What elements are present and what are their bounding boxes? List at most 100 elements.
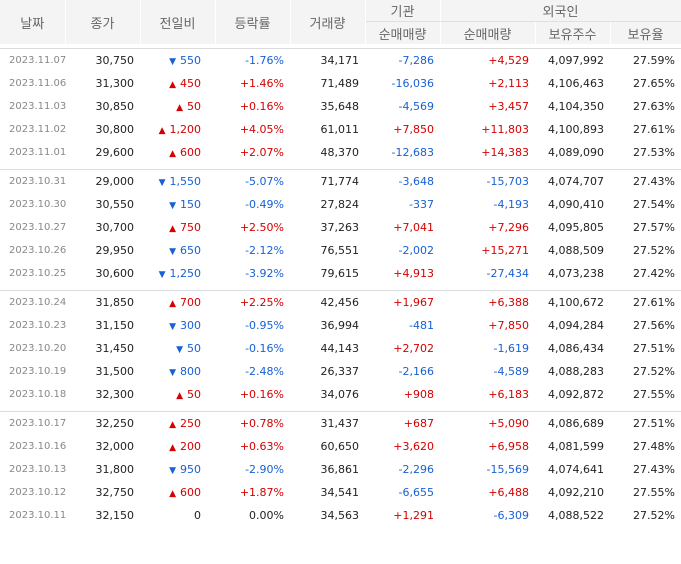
foreign-hold-text: 4,074,641 — [548, 463, 604, 476]
close-text: 31,800 — [95, 463, 135, 476]
close-text: 30,750 — [95, 54, 135, 67]
cell-date: 2023.11.01 — [0, 141, 66, 164]
cell-foreign-hold: 4,097,992 — [535, 49, 610, 73]
close-text: 32,250 — [95, 417, 135, 430]
date-text: 2023.11.06 — [9, 78, 67, 89]
volume-text: 71,774 — [320, 175, 360, 188]
cell-change: ▼ 550 — [140, 49, 215, 73]
rate-text: +0.78% — [239, 417, 284, 430]
rate-text: -3.92% — [245, 267, 284, 280]
table-row: 2023.10.19 31,500 ▼ 800 -2.48% 26,337 -2,166 -4… — [0, 360, 681, 383]
foreign-hold-text: 4,100,893 — [548, 123, 604, 136]
volume-text: 37,263 — [320, 221, 360, 234]
cell-change: ▲ 250 — [140, 412, 215, 436]
cell-date: 2023.11.06 — [0, 72, 67, 95]
cell-close: 32,250 — [65, 412, 140, 436]
close-text: 31,300 — [95, 77, 135, 90]
foreign-ratio-text: 27.57% — [633, 221, 675, 234]
cell-foreign-hold: 4,088,283 — [535, 360, 610, 383]
cell-close: 29,000 — [65, 170, 140, 194]
cell-inst-net: -6,655 — [365, 481, 440, 504]
cell-foreign-hold: 4,088,522 — [535, 504, 610, 527]
change-text: 150 — [180, 198, 201, 211]
change-text: 1,250 — [169, 267, 202, 280]
foreign-ratio-text: 27.52% — [633, 365, 675, 378]
cell-change: ▼ 50 — [140, 337, 215, 360]
foreign-ratio-text: 27.61% — [633, 296, 675, 309]
foreign-hold-text: 4,073,238 — [548, 267, 604, 280]
foreign-net-text: -4,193 — [493, 198, 529, 211]
cell-inst-net: -2,296 — [365, 458, 440, 481]
date-text: 2023.10.12 — [9, 487, 67, 498]
cell-volume: 71,774 — [290, 170, 365, 194]
close-text: 32,300 — [95, 388, 135, 401]
foreign-net-text: -4,589 — [493, 365, 529, 378]
rate-text: 0.00% — [249, 509, 284, 522]
header-foreign-hold: 보유주수 — [535, 21, 611, 44]
foreign-net-text: +6,958 — [488, 440, 529, 453]
inst-net-text: -3,648 — [398, 175, 434, 188]
rate-text: +2.07% — [239, 146, 284, 159]
cell-foreign-ratio: 27.61% — [610, 291, 681, 315]
cell-change: ▲ 50 — [140, 383, 215, 406]
cell-volume: 34,171 — [290, 49, 365, 73]
cell-foreign-hold: 4,100,893 — [535, 118, 610, 141]
cell-volume: 34,563 — [290, 504, 365, 527]
group-divider — [0, 406, 681, 412]
inst-net-text: +4,913 — [393, 267, 434, 280]
foreign-net-text: +6,388 — [488, 296, 529, 309]
cell-date: 2023.10.27 — [0, 216, 66, 239]
down-triangle-icon: ▼ — [169, 322, 176, 332]
cell-foreign-ratio: 27.48% — [610, 435, 681, 458]
cell-foreign-net: -6,309 — [440, 504, 535, 527]
cell-foreign-net: -15,569 — [440, 458, 535, 481]
cell-volume: 44,143 — [290, 337, 365, 360]
volume-text: 26,337 — [320, 365, 360, 378]
table-row: 2023.10.30 30,550 ▼ 150 -0.49% 27,824 -337 -4,1… — [0, 193, 681, 216]
cell-rate: +1.46% — [215, 72, 290, 95]
foreign-ratio-text: 27.52% — [633, 509, 675, 522]
down-triangle-icon: ▼ — [169, 201, 176, 211]
date-text: 2023.10.19 — [9, 366, 67, 377]
down-triangle-icon: ▼ — [169, 368, 176, 378]
cell-foreign-net: +7,850 — [440, 314, 535, 337]
cell-volume: 71,489 — [290, 72, 365, 95]
cell-inst-net: +1,291 — [365, 504, 440, 527]
change-text: 750 — [180, 221, 201, 234]
change-text: 1,550 — [169, 175, 202, 188]
cell-rate: +2.25% — [215, 291, 290, 315]
foreign-ratio-text: 27.56% — [633, 319, 675, 332]
header-change: 전일비 — [140, 0, 216, 44]
up-triangle-icon: ▲ — [158, 126, 166, 136]
close-text: 29,950 — [95, 244, 135, 257]
cell-foreign-ratio: 27.61% — [610, 118, 681, 141]
cell-change: ▼ 800 — [140, 360, 215, 383]
cell-change: 0 — [140, 504, 215, 527]
cell-foreign-ratio: 27.54% — [610, 193, 681, 216]
cell-foreign-ratio: 27.52% — [610, 239, 681, 262]
volume-text: 27,824 — [320, 198, 360, 211]
cell-volume: 37,263 — [290, 216, 365, 239]
table-row: 2023.10.25 30,600 ▼ 1,250 -3.92% 79,615 +4,913… — [0, 262, 681, 285]
inst-net-text: +687 — [403, 417, 434, 430]
volume-text: 34,171 — [320, 54, 360, 67]
cell-foreign-hold: 4,100,672 — [535, 291, 610, 315]
up-triangle-icon: ▲ — [169, 443, 176, 453]
down-triangle-icon: ▼ — [169, 57, 176, 67]
inst-net-text: +7,850 — [393, 123, 434, 136]
cell-foreign-hold: 4,092,210 — [535, 481, 610, 504]
foreign-hold-text: 4,086,689 — [548, 417, 604, 430]
change-text: 700 — [180, 296, 201, 309]
up-triangle-icon: ▲ — [169, 224, 176, 234]
cell-foreign-ratio: 27.55% — [610, 383, 681, 406]
volume-text: 42,456 — [320, 296, 360, 309]
change-text: 800 — [180, 365, 201, 378]
cell-close: 31,450 — [65, 337, 140, 360]
foreign-net-text: +11,803 — [481, 123, 529, 136]
inst-net-text: -337 — [409, 198, 434, 211]
header-foreign-ratio: 보유율 — [610, 21, 681, 44]
change-text: 650 — [180, 244, 201, 257]
foreign-net-text: +7,296 — [488, 221, 529, 234]
date-text: 2023.10.24 — [9, 297, 67, 308]
cell-rate: -0.95% — [215, 314, 290, 337]
